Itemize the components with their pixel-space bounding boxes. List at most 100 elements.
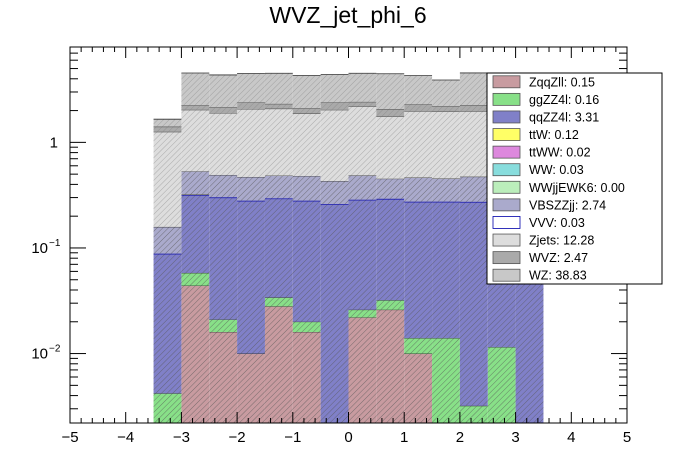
bar-hatch-qqZZ4l-8 — [376, 198, 405, 301]
bar-hatch-Zjets-11 — [459, 111, 488, 177]
bar-hatch-ggZZ4l-7 — [348, 309, 377, 318]
legend-swatch-ttW — [492, 128, 521, 141]
legend-swatch-qqZZ4l — [492, 110, 521, 124]
bar-hatch-VBSZZjj-9 — [404, 177, 433, 202]
legend-label-ttW: ttW: 0.12 — [529, 128, 579, 142]
bar-hatch-ggZZ4l-0 — [153, 393, 182, 423]
x-tick-label: 1 — [400, 429, 408, 446]
bar-hatch-Zjets-6 — [320, 109, 349, 182]
axes: −5 −4 −3 −2 −1 0 1 2 3 4 510 −210 −11 — [31, 46, 631, 446]
bar-hatch-ggZZ4l-9 — [404, 338, 433, 354]
series-ggZZ4l — [153, 272, 516, 423]
y-tick-label: 10 — [31, 240, 48, 257]
bar-hatch-WVZ-9 — [404, 104, 433, 112]
legend-label-WW: WW: 0.03 — [529, 163, 584, 177]
bar-hatch-Zjets-10 — [432, 111, 460, 179]
x-tick-label: −5 — [61, 429, 78, 446]
bar-hatch-ZqqZll-4 — [264, 306, 293, 423]
x-tick-label: −2 — [229, 429, 246, 446]
bar-hatch-qqZZ4l-9 — [404, 201, 433, 339]
bar-hatch-ZqqZll-7 — [348, 317, 377, 423]
legend-swatch-ttWW — [492, 145, 521, 159]
bar-hatch-WVZ-10 — [432, 106, 460, 112]
bar-hatch-qqZZ4l-4 — [264, 198, 293, 298]
bar-hatch-ggZZ4l-4 — [264, 297, 293, 307]
bar-hatch-ggZZ4l-2 — [209, 319, 238, 333]
x-tick-label: 5 — [623, 429, 631, 446]
bar-hatch-qqZZ4l-6 — [320, 204, 349, 423]
bar-hatch-WVZ-4 — [264, 103, 293, 109]
legend-label-qqZZ4l: qqZZ4l: 3.31 — [529, 110, 599, 124]
bar-hatch-VBSZZjj-4 — [264, 175, 293, 199]
bar-hatch-ZqqZll-8 — [376, 309, 405, 423]
bar-hatch-Zjets-4 — [264, 108, 293, 176]
bar-hatch-VBSZZjj-10 — [432, 178, 460, 202]
bar-hatch-ggZZ4l-11 — [459, 405, 488, 423]
bar-hatch-ggZZ4l-1 — [181, 272, 210, 286]
legend-swatch-WZ — [492, 268, 521, 282]
bar-hatch-qqZZ4l-1 — [181, 194, 210, 273]
bar-hatch-qqZZ4l-0 — [153, 253, 182, 394]
legend-label-VVV: VVV: 0.03 — [529, 216, 585, 230]
bar-hatch-WZ-3 — [237, 73, 265, 103]
bar-hatch-Zjets-5 — [292, 113, 321, 177]
legend: ZqqZll: 0.15 ggZZ4l: 0.16 qqZZ4l: 3.31 ttW:… — [486, 72, 663, 285]
series-ZqqZll — [181, 285, 433, 423]
bar-hatch-WZ-1 — [181, 72, 210, 106]
bar-hatch-Zjets-3 — [237, 108, 265, 177]
bar-hatch-qqZZ4l-11 — [459, 201, 488, 406]
bar-hatch-WZ-6 — [320, 74, 349, 103]
bar-hatch-qqZZ4l-10 — [432, 201, 460, 339]
bar-hatch-WVZ-6 — [320, 102, 349, 110]
x-tick-label: −4 — [117, 429, 134, 446]
bar-hatch-qqZZ4l-2 — [209, 197, 238, 320]
bar-hatch-WZ-11 — [459, 72, 488, 106]
bar-hatch-WZ-2 — [209, 74, 238, 108]
bar-hatch-WZ-8 — [376, 73, 405, 110]
x-tick-label: 2 — [456, 429, 464, 446]
histogram-bars — [153, 72, 544, 423]
bar-hatch-VBSZZjj-7 — [348, 175, 377, 200]
bar-hatch-ggZZ4l-5 — [292, 321, 321, 333]
bar-hatch-Zjets-8 — [376, 116, 405, 179]
legend-label-ttWW: ttWW: 0.02 — [529, 146, 591, 160]
chart-title: WVZ_jet_phi_6 — [269, 2, 426, 28]
bar-hatch-WZ-7 — [348, 73, 377, 102]
bar-hatch-VBSZZjj-0 — [153, 226, 182, 254]
legend-swatch-VVV — [492, 216, 521, 229]
bar-hatch-WVZ-5 — [292, 108, 321, 114]
legend-swatch-WW — [492, 163, 521, 177]
legend-swatch-VBSZZjj — [492, 198, 521, 212]
series-qqZZ4l — [153, 194, 544, 423]
y-tick-label: 10 — [31, 346, 48, 363]
x-tick-label: −3 — [173, 429, 190, 446]
x-tick-label: −1 — [284, 429, 301, 446]
bar-hatch-VBSZZjj-1 — [181, 171, 210, 195]
bar-hatch-WVZ-11 — [459, 105, 488, 112]
legend-label-WVZ: WVZ: 2.47 — [529, 251, 588, 265]
legend-label-Zjets: Zjets: 12.28 — [529, 234, 594, 248]
bar-hatch-WZ-0 — [153, 119, 182, 127]
legend-label-VBSZZjj: VBSZZjj: 2.74 — [529, 198, 606, 212]
bar-hatch-Zjets-9 — [404, 111, 433, 178]
bar-hatch-VBSZZjj-6 — [320, 181, 349, 205]
bar-hatch-VBSZZjj-2 — [209, 174, 238, 198]
x-tick-label: 3 — [511, 429, 519, 446]
bar-hatch-WVZ-8 — [376, 109, 405, 117]
bar-hatch-Zjets-0 — [153, 131, 182, 227]
bar-hatch-WZ-4 — [264, 73, 293, 104]
bar-hatch-qqZZ4l-7 — [348, 199, 377, 310]
bar-hatch-ZqqZll-3 — [237, 353, 265, 423]
bar-hatch-qqZZ4l-3 — [237, 200, 265, 354]
bar-hatch-ZqqZll-2 — [209, 332, 238, 423]
legend-swatch-Zjets — [492, 233, 521, 247]
bar-hatch-Zjets-1 — [181, 109, 210, 172]
bar-hatch-ZqqZll-9 — [404, 353, 433, 423]
bar-hatch-WVZ-0 — [153, 126, 182, 132]
bar-hatch-ggZZ4l-10 — [432, 338, 460, 423]
bar-hatch-ZqqZll-5 — [292, 332, 321, 423]
y-tick-exponent: −2 — [49, 344, 61, 355]
bar-hatch-Zjets-7 — [348, 106, 377, 176]
bar-hatch-ZqqZll-1 — [181, 285, 210, 423]
